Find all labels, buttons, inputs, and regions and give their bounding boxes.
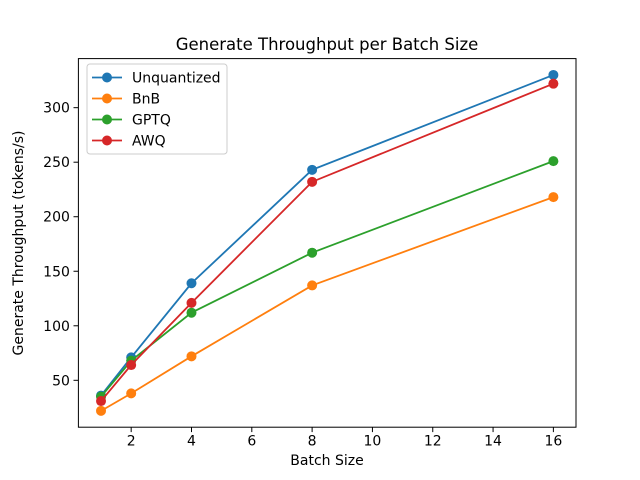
- y-tick-label: 100: [43, 319, 70, 335]
- data-point-gptq: [186, 307, 197, 318]
- legend-box: [86, 63, 228, 155]
- chart-title: Generate Throughput per Batch Size: [176, 35, 479, 54]
- x-tick-label: 6: [247, 434, 256, 450]
- plot-area: 2 4 6 8 10 12 14 16 50 100 150 200 250 300 Unquantized…: [43, 58, 577, 450]
- legend-label: BnB: [132, 92, 160, 108]
- x-tick-label: 4: [187, 434, 196, 450]
- y-axis-label: Generate Throughput (tokens/s): [11, 131, 27, 356]
- data-point-bnb: [96, 405, 107, 416]
- x-tick-label: 10: [364, 434, 382, 450]
- data-point-bnb: [126, 388, 137, 399]
- data-point-bnb: [307, 280, 318, 291]
- data-point-gptq: [548, 156, 559, 167]
- legend-marker-icon: [102, 114, 112, 125]
- y-tick-label: 150: [43, 264, 70, 280]
- y-tick-label: 200: [43, 210, 70, 226]
- x-tick-label: 8: [308, 434, 317, 450]
- x-tick-label: 14: [484, 434, 502, 450]
- data-point-awq: [126, 360, 137, 371]
- legend-marker-icon: [102, 72, 112, 83]
- y-tick-label: 250: [43, 155, 70, 171]
- y-tick-label: 50: [52, 373, 70, 389]
- data-point-unquantized: [548, 69, 559, 80]
- data-point-gptq: [307, 247, 318, 258]
- data-point-unquantized: [307, 164, 318, 175]
- legend-item-unquantized: Unquantized: [92, 71, 221, 87]
- legend-label: AWQ: [132, 134, 166, 150]
- x-tick-label: 16: [544, 434, 562, 450]
- x-axis-label: Batch Size: [290, 453, 363, 469]
- data-point-awq: [307, 176, 318, 187]
- legend-item-awq: AWQ: [92, 134, 166, 150]
- legend: Unquantized BnB GPTQ AWQ: [86, 63, 228, 155]
- legend-item-bnb: BnB: [92, 92, 160, 108]
- data-point-awq: [186, 297, 197, 308]
- legend-label: GPTQ: [132, 113, 171, 129]
- data-point-awq: [548, 78, 559, 89]
- x-tick-label: 12: [424, 434, 442, 450]
- data-point-bnb: [548, 192, 559, 203]
- data-point-awq: [96, 396, 107, 407]
- data-point-bnb: [186, 351, 197, 362]
- legend-label: Unquantized: [132, 71, 221, 87]
- legend-item-gptq: GPTQ: [92, 113, 171, 129]
- data-point-unquantized: [186, 278, 197, 289]
- x-tick-label: 2: [127, 434, 136, 450]
- legend-marker-icon: [102, 93, 112, 104]
- y-tick-label: 300: [43, 101, 70, 117]
- legend-marker-icon: [102, 135, 112, 146]
